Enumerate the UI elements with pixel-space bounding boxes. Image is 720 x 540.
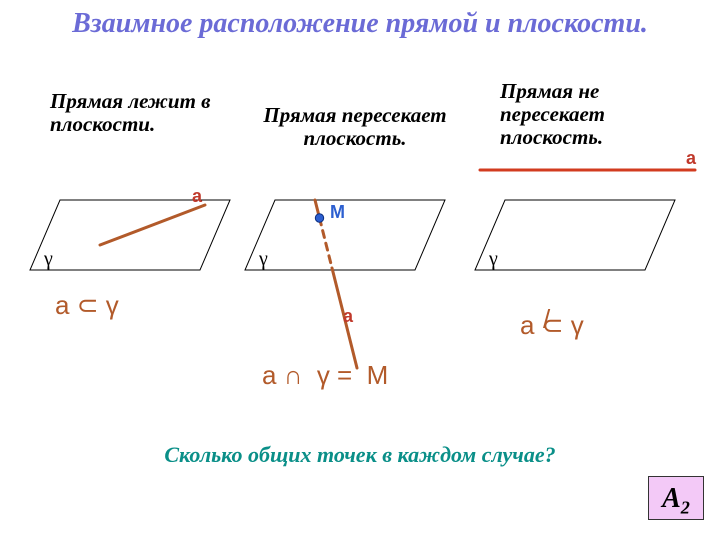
expr-in-plane: а ⊂ γ: [55, 290, 119, 321]
slide: { "canvas": { "width": 720, "height": 54…: [0, 0, 720, 540]
expr-outside: а ⊂/ γ: [520, 310, 584, 341]
badge-letter: А: [662, 483, 681, 514]
figure-in-plane: [30, 190, 240, 280]
slide-title: Взаимное расположение прямой и плоскости…: [0, 8, 720, 40]
a-label-2: а: [343, 306, 353, 327]
axiom-badge: А2: [648, 476, 704, 520]
expr-intersects: а ∩ γ = М: [262, 360, 388, 391]
gamma-label-1: γ: [44, 248, 53, 271]
question-text: Сколько общих точек в каждом случае?: [100, 442, 620, 467]
caption-intersects: Прямая пересекает плоскость.: [260, 104, 450, 150]
m-label: М: [330, 202, 345, 223]
figure-outside: [475, 155, 705, 285]
gamma-label-2: γ: [259, 248, 268, 271]
caption-outside: Прямая не пересекает плоскость.: [500, 80, 700, 149]
badge-sub: 2: [681, 498, 690, 518]
a-label-3: а: [686, 148, 696, 169]
figure-intersects: [245, 190, 465, 380]
gamma-label-3: γ: [489, 248, 498, 271]
a-label-1: а: [192, 186, 202, 207]
caption-in-plane: Прямая лежит в плоскости.: [50, 90, 220, 136]
